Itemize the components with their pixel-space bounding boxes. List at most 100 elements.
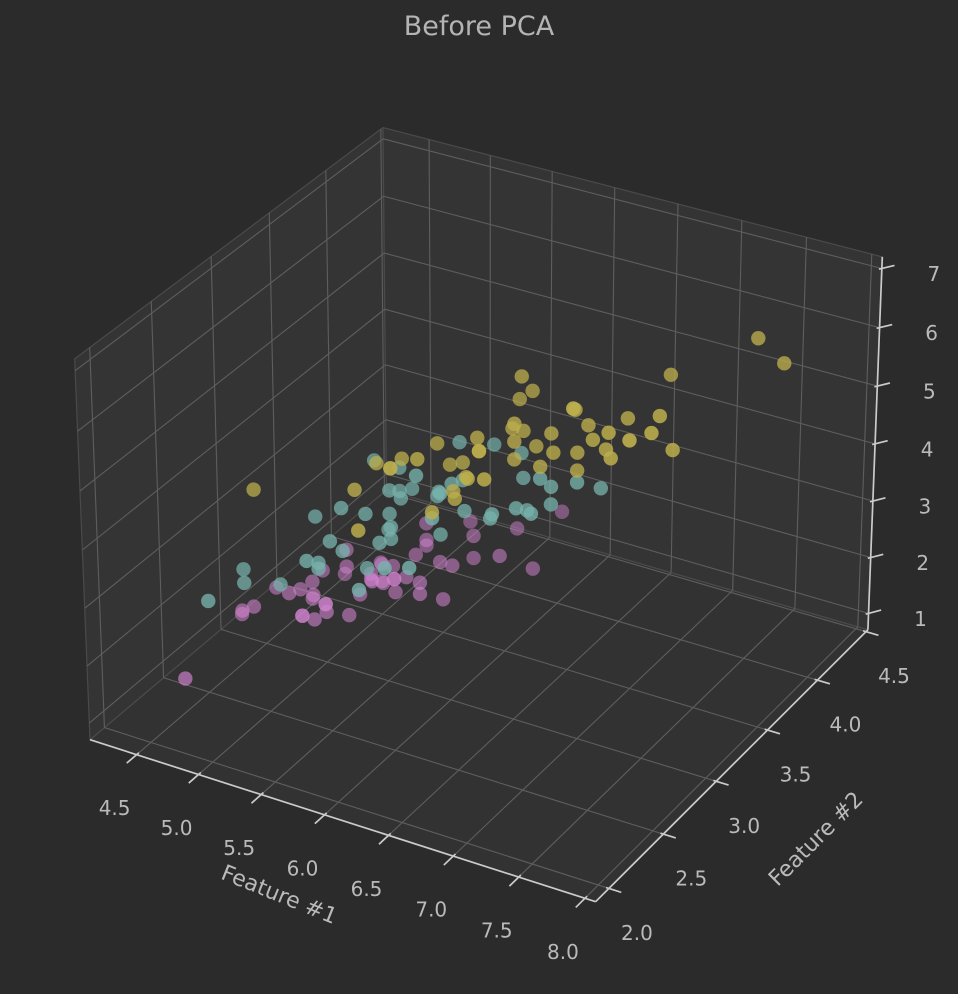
scatter-point bbox=[442, 457, 458, 472]
scatter-point bbox=[319, 604, 334, 620]
scatter-point bbox=[529, 439, 544, 454]
scatter-point bbox=[447, 491, 462, 506]
scatter-point bbox=[372, 535, 387, 551]
scatter-point bbox=[433, 527, 448, 542]
grid-line bbox=[857, 254, 873, 627]
scatter-point bbox=[432, 554, 448, 570]
scatter-point bbox=[751, 331, 766, 346]
x-axis-label: Feature #1 bbox=[217, 861, 340, 930]
tick-label: 6.5 bbox=[351, 877, 383, 901]
scatter-point bbox=[412, 575, 428, 590]
scatter-point bbox=[394, 451, 409, 466]
scatter-point bbox=[299, 553, 314, 569]
scatter-point bbox=[433, 486, 448, 501]
tick-label: 4.5 bbox=[99, 796, 131, 820]
scatter-point bbox=[463, 514, 478, 529]
tick-mark bbox=[575, 895, 588, 909]
tick-mark bbox=[871, 439, 888, 446]
tick-label: 7.0 bbox=[415, 898, 447, 922]
scatter-point bbox=[471, 443, 487, 459]
scatter-point bbox=[237, 575, 252, 591]
scatter-point bbox=[322, 534, 338, 549]
scatter-point bbox=[335, 543, 350, 559]
tick-mark bbox=[508, 874, 522, 887]
tick-mark bbox=[862, 630, 879, 637]
scatter-point bbox=[293, 582, 308, 597]
scatter-point bbox=[236, 562, 251, 577]
tick-mark bbox=[660, 832, 676, 839]
scatter-point bbox=[543, 497, 559, 512]
scatter-point bbox=[308, 509, 323, 524]
scatter-point bbox=[507, 416, 522, 431]
scatter-point bbox=[235, 603, 250, 618]
scatter-point bbox=[620, 411, 636, 426]
scatter-point bbox=[339, 559, 354, 574]
grid-line bbox=[584, 626, 859, 899]
tick-label: 2.5 bbox=[675, 867, 707, 891]
scatter-point bbox=[569, 475, 585, 490]
grid-line bbox=[385, 364, 874, 502]
scatter-point bbox=[408, 547, 424, 563]
grid-line bbox=[452, 590, 734, 857]
tick-mark bbox=[814, 678, 831, 685]
scatter-point bbox=[476, 472, 492, 487]
grid-line bbox=[84, 364, 386, 609]
tick-mark bbox=[378, 832, 392, 845]
x-axis-spine bbox=[89, 738, 596, 903]
scatter-point bbox=[507, 434, 522, 449]
scatter-point bbox=[393, 491, 409, 506]
tick-label: 5.0 bbox=[161, 816, 193, 840]
scatter-point bbox=[412, 586, 428, 602]
scatter-point bbox=[507, 452, 522, 467]
scatter-point bbox=[201, 593, 216, 609]
tick-mark bbox=[867, 553, 884, 560]
grid-line bbox=[77, 195, 384, 432]
scatter-point bbox=[508, 501, 524, 516]
scatter-point bbox=[342, 607, 357, 623]
scatter-point bbox=[569, 463, 585, 478]
scatter-point bbox=[644, 425, 659, 441]
scatter-point bbox=[533, 459, 548, 475]
scatter-point bbox=[487, 437, 502, 452]
scatter-point bbox=[273, 577, 288, 592]
scatter-point bbox=[383, 520, 399, 535]
scatter-point bbox=[663, 367, 679, 382]
tick-label: 8.0 bbox=[547, 940, 579, 964]
tick-label: 7.5 bbox=[481, 919, 513, 943]
grid-line bbox=[382, 138, 882, 270]
scatter-point bbox=[484, 507, 500, 522]
tick-mark bbox=[869, 496, 886, 503]
tick-mark bbox=[314, 812, 328, 825]
tick-mark bbox=[865, 609, 882, 615]
scatter-point bbox=[383, 531, 399, 547]
scatter-point bbox=[516, 470, 531, 486]
tick-label: 6.0 bbox=[287, 856, 319, 880]
grid-line bbox=[383, 195, 880, 329]
scatter-point bbox=[457, 503, 472, 519]
scatter-point bbox=[408, 468, 424, 483]
scatter-point bbox=[466, 550, 481, 566]
scatter-point bbox=[382, 506, 397, 522]
grid-line bbox=[384, 252, 878, 387]
scatter-point bbox=[376, 575, 391, 591]
tick-label: 3.0 bbox=[728, 814, 760, 838]
tick-mark bbox=[874, 382, 891, 388]
scatter-point bbox=[383, 461, 398, 476]
y-axis-spine bbox=[595, 629, 869, 903]
scatter-point bbox=[585, 432, 601, 448]
scatter-point bbox=[424, 505, 440, 520]
scatter-point bbox=[410, 452, 425, 467]
scatter-point bbox=[404, 481, 420, 497]
tick-label: 4.0 bbox=[830, 713, 862, 737]
scatter-point bbox=[351, 582, 367, 598]
scatter-point bbox=[581, 418, 596, 433]
grid-line bbox=[163, 677, 664, 835]
scatter-point bbox=[546, 445, 561, 460]
scatter-point bbox=[358, 506, 373, 522]
scatter-point bbox=[777, 356, 792, 371]
tick-label: 2.0 bbox=[621, 921, 653, 945]
plot-title: Before PCA bbox=[403, 11, 555, 42]
tick-mark bbox=[713, 779, 729, 786]
scatter-point bbox=[359, 561, 375, 576]
scatter-point bbox=[333, 500, 349, 516]
